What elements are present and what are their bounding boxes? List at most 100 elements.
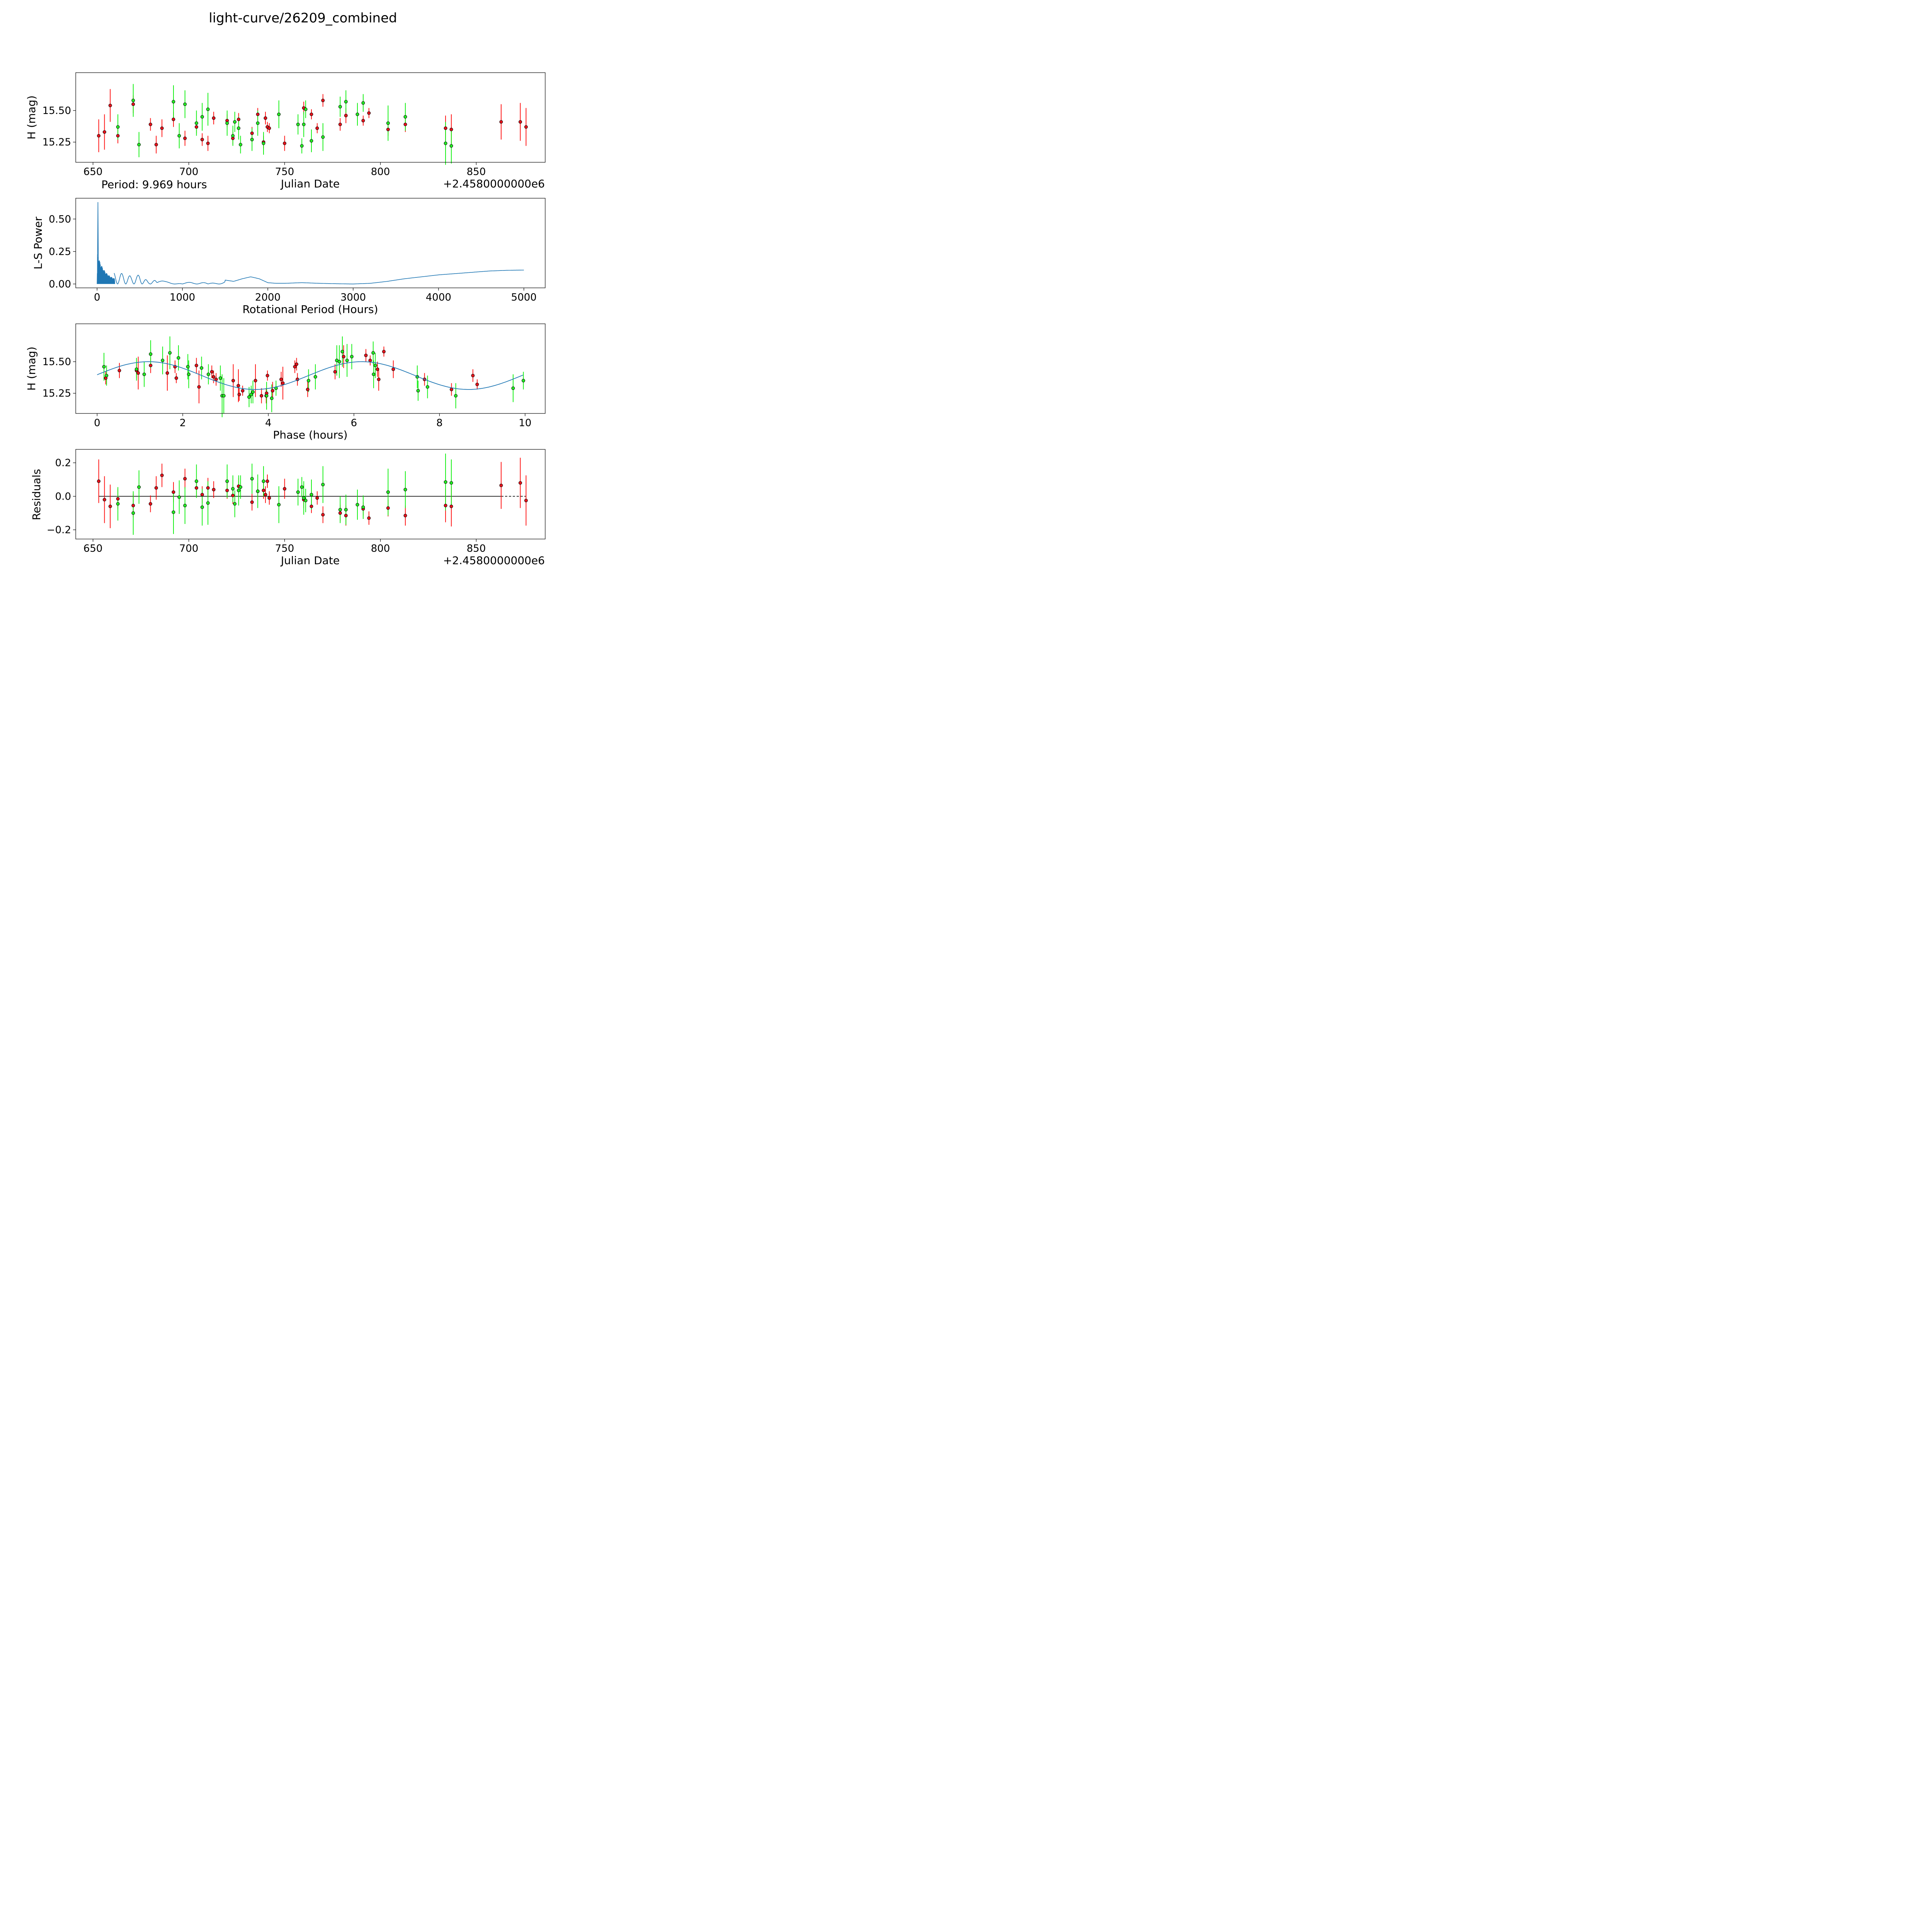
- figure-title: light-curve/26209_combined: [209, 10, 397, 26]
- periodogram-axes-frame: [75, 198, 546, 288]
- residuals-point-red: [265, 479, 269, 483]
- phased-point-green: [371, 351, 375, 355]
- phased-point-green: [206, 372, 210, 376]
- lightcurve-point-red: [361, 119, 365, 122]
- phased-point-green: [168, 351, 172, 355]
- lightcurve-point-green: [300, 144, 304, 148]
- residuals-point-red: [206, 486, 210, 490]
- phased-point-green: [416, 389, 420, 393]
- phased-point-green: [265, 394, 269, 398]
- phased-point-green: [149, 352, 153, 356]
- periodogram-ytick-label: 0.00: [49, 279, 71, 290]
- residuals-point-red: [449, 504, 453, 508]
- phased-point-red: [174, 376, 178, 380]
- lightcurve-point-green: [444, 141, 447, 145]
- lightcurve-point-green: [238, 143, 242, 146]
- phased-xtick-label: 10: [519, 417, 531, 429]
- phased-point-green: [222, 394, 226, 398]
- residuals-point-green: [310, 493, 313, 497]
- residuals-point-red: [315, 496, 319, 500]
- residuals-point-green: [304, 498, 308, 502]
- lightcurve-point-red: [160, 126, 164, 130]
- residuals-ytick-label: 0.0: [55, 491, 71, 502]
- lightcurve-point-red: [344, 114, 348, 117]
- phased-point-red: [279, 378, 283, 381]
- lightcurve-point-red: [449, 128, 453, 131]
- phased-point-red: [214, 378, 218, 381]
- lightcurve-point-green: [403, 115, 407, 119]
- lightcurve-point-red: [194, 125, 198, 129]
- phased-axes-frame: [75, 323, 546, 414]
- phased-xtick-label: 0: [94, 417, 100, 429]
- phased-point-green: [307, 379, 311, 383]
- lightcurve-xtick-label: 750: [275, 166, 294, 178]
- residuals-point-green: [300, 485, 304, 489]
- periodogram-xtick-label: 4000: [426, 292, 451, 303]
- lightcurve-point-red: [519, 120, 522, 124]
- lightcurve-point-green: [183, 102, 187, 106]
- phased-point-green: [251, 390, 255, 394]
- residuals-point-red: [267, 496, 271, 500]
- phased-point-red: [253, 379, 257, 383]
- phased-point-green: [247, 395, 251, 399]
- lightcurve-point-green: [304, 107, 308, 111]
- periodogram-xlabel: Rotational Period (Hours): [242, 303, 378, 316]
- phased-point-red: [306, 388, 310, 391]
- phased-point-green: [313, 375, 317, 379]
- residuals-point-red: [154, 486, 158, 490]
- lightcurve-point-green: [225, 121, 229, 125]
- residuals-point-green: [116, 502, 120, 506]
- phased-point-red: [471, 374, 475, 378]
- residuals-xtick-label: 750: [275, 543, 294, 554]
- lightcurve-point-green: [344, 100, 348, 104]
- residuals-point-green: [137, 485, 141, 489]
- phased-point-green: [249, 393, 253, 396]
- residuals-offset-text: +2.4580000000e6: [443, 554, 545, 567]
- phased-point-green: [218, 376, 222, 380]
- lightcurve-point-red: [237, 117, 241, 121]
- residuals-point-green: [449, 481, 453, 485]
- phased-xtick-label: 6: [351, 417, 357, 429]
- residuals-xtick-label: 700: [179, 543, 199, 554]
- lightcurve-annotation: Period: 9.969 hours: [101, 178, 207, 191]
- lightcurve-point-green: [131, 99, 135, 102]
- phased-model-curve: [97, 361, 523, 390]
- lightcurve-offset-text: +2.4580000000e6: [443, 177, 545, 190]
- phased-xtick-label: 2: [180, 417, 186, 429]
- residuals-point-red: [108, 504, 112, 508]
- lightcurve-xtick-label: 700: [179, 166, 199, 178]
- phased-point-red: [165, 371, 169, 375]
- residuals-point-red: [321, 513, 325, 517]
- lightcurve-point-red: [131, 102, 135, 106]
- phased-point-red: [237, 393, 241, 396]
- lightcurve-point-red: [200, 138, 204, 141]
- lightcurve-point-green: [355, 112, 359, 116]
- residuals-point-red: [148, 502, 152, 506]
- phased-point-red: [333, 370, 337, 374]
- phased-point-red: [260, 394, 264, 398]
- residuals-point-green: [225, 479, 229, 483]
- lightcurve-point-green: [296, 122, 300, 126]
- phased-xlabel: Phase (hours): [273, 429, 347, 441]
- lightcurve-point-green: [177, 134, 181, 138]
- residuals-point-red: [403, 514, 407, 517]
- residuals-point-green: [206, 501, 210, 505]
- lightcurve-xlabel: Julian Date: [280, 177, 340, 190]
- lightcurve-point-green: [321, 135, 325, 139]
- lightcurve-point-green: [231, 134, 235, 138]
- lightcurve-point-red: [283, 141, 287, 145]
- residuals-point-green: [296, 490, 300, 494]
- lightcurve-point-red: [250, 131, 254, 135]
- periodogram-ylabel: L-S Power: [32, 216, 44, 269]
- lightcurve-panel: Period: 9.969 hours Julian Date +2.45800…: [25, 72, 546, 191]
- residuals-point-green: [338, 508, 342, 512]
- lightcurve-xtick-label: 800: [371, 166, 390, 178]
- residuals-point-red: [225, 488, 229, 492]
- phased-point-green: [177, 356, 180, 360]
- residuals-point-red: [172, 490, 175, 494]
- residuals-xlabel: Julian Date: [280, 554, 340, 567]
- residuals-point-green: [403, 488, 407, 492]
- lightcurve-point-red: [386, 128, 390, 131]
- phased-point-green: [187, 372, 190, 376]
- lightcurve-point-green: [361, 101, 365, 105]
